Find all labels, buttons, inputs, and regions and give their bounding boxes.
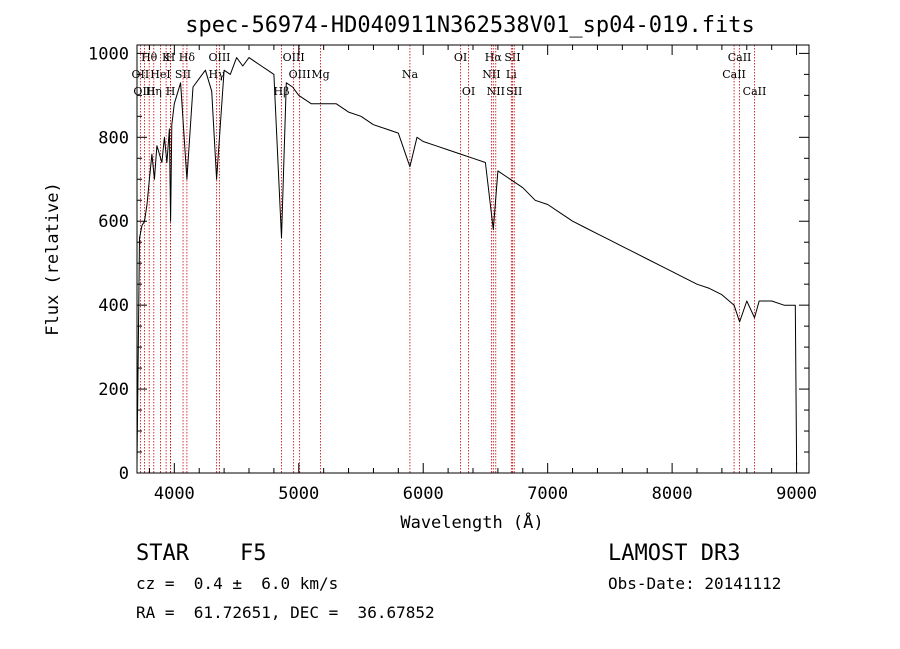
x-axis-label: Wavelength (Å) <box>400 511 543 533</box>
line-marker-label-7: Hη <box>146 85 162 98</box>
line-marker-label-8: H <box>166 85 176 98</box>
y-axis-label: Flux (relative) <box>43 182 63 336</box>
axis-ticks: 4000 5000 6000 7000 8000 9000 0 200 400 600 800 100… <box>88 44 817 504</box>
y-tick-label-2: 400 <box>98 296 129 316</box>
line-marker-label-3: K <box>162 51 171 64</box>
chart-title: spec-56974-HD040911N362538V01_sp04-019.f… <box>185 13 755 38</box>
y-tick-label-0: 0 <box>119 464 129 484</box>
series-line-flux <box>136 57 798 465</box>
line-marker-label-26: CaII <box>722 68 746 81</box>
object-subclass: F5 <box>240 541 267 566</box>
y-tick-label-3: 600 <box>98 212 129 232</box>
redshift-value: cz = 0.4 ± 6.0 km/s <box>136 574 339 593</box>
line-marker-label-17: OI <box>454 51 467 64</box>
line-marker-label-15: Mg <box>311 68 329 81</box>
line-marker-label-27: CaII <box>743 85 767 98</box>
x-tick-label-1: 5000 <box>278 484 319 504</box>
line-marker-label-12: Hβ <box>274 85 290 98</box>
line-marker-label-18: OI <box>462 85 475 98</box>
line-marker-label-22: SII <box>504 51 520 64</box>
line-marker-label-10: OIII <box>208 51 230 64</box>
line-marker-label-13: OIII <box>283 51 305 64</box>
line-marker-label-19: Hα <box>485 51 503 64</box>
y-tick-label-4: 800 <box>98 128 129 148</box>
line-marker-label-2: OIII <box>133 85 155 98</box>
line-marker-label-23: Li <box>506 68 517 81</box>
x-tick-label-5: 9000 <box>776 484 817 504</box>
x-tick-label-3: 7000 <box>527 484 568 504</box>
observation-date: Obs-Date: 20141112 <box>608 574 782 593</box>
plot-frame <box>136 44 810 474</box>
survey-name: LAMOST DR3 <box>608 541 741 566</box>
object-class: STAR <box>136 541 189 566</box>
y-tick-label-1: 200 <box>98 380 129 400</box>
line-marker-label-24: SII <box>506 85 522 98</box>
line-marker-label-5: HeI <box>150 68 170 81</box>
x-tick-label-4: 8000 <box>652 484 693 504</box>
spectrum-series <box>136 57 798 465</box>
line-marker-label-14: OIII <box>289 68 311 81</box>
coordinates: RA = 61.72651, DEC = 36.67852 <box>136 603 435 622</box>
line-marker-label-11: Hγ <box>209 68 226 81</box>
y-tick-label-5: 1000 <box>88 44 129 64</box>
line-marker-label-20: NII <box>482 68 500 81</box>
line-marker-label-21: NII <box>487 85 505 98</box>
line-marker-label-25: CaII <box>728 51 752 64</box>
x-tick-label-0: 4000 <box>154 484 195 504</box>
line-marker-label-16: Na <box>402 68 419 81</box>
x-tick-label-2: 6000 <box>403 484 444 504</box>
line-marker-label-9: Hδ <box>179 51 196 64</box>
line-marker-label-6: SII <box>175 68 191 81</box>
